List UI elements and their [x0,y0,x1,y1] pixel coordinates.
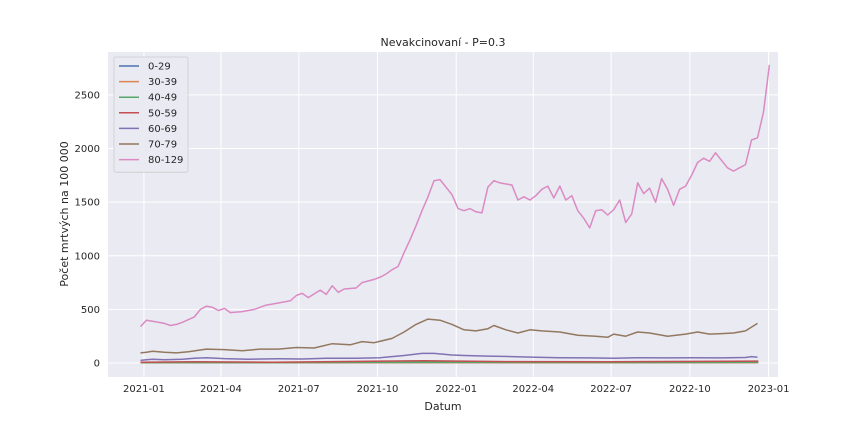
plot-area [108,52,778,377]
x-tick-label: 2021-10 [357,384,399,395]
y-tick-label: 2500 [75,90,100,101]
series-lines [139,64,771,364]
x-tick-label: 2021-07 [278,384,320,395]
series-line-50-59 [140,359,759,363]
legend-label: 50-59 [148,108,177,119]
x-tick-label: 2022-10 [669,384,711,395]
series-line-60-69 [140,352,758,362]
x-tick-label: 2022-07 [590,384,632,395]
x-tick-label: 2021-04 [200,384,242,395]
legend-label: 60-69 [148,124,177,135]
legend: 0-29 30-39 40-49 50-59 60-69 70-79 80-129 [113,56,189,173]
legend-label: 30-39 [148,77,177,88]
legend-label: 70-79 [148,140,177,151]
legend-label: 80-129 [148,155,183,166]
legend-label: 0-29 [148,62,171,73]
y-tick-label: 0 [94,359,100,370]
x-tick-label: 2023-01 [748,384,790,395]
y-axis-title: Počet mrtvých na 100 000 [58,141,71,286]
x-tick-label: 2021-01 [123,384,165,395]
series-line-80-129 [139,64,771,328]
x-axis-title: Datum [424,400,461,413]
x-tick-label: 2022-01 [435,384,477,395]
legend-label: 40-49 [148,93,177,104]
chart-title: Nevakcinovaní - P=0.3 [380,36,505,49]
series-line-70-79 [140,318,758,354]
y-tick-label: 1500 [75,198,100,209]
tick-labels: 0 500 1000 1500 2000 2500 2021-01 2021-04 2021-0… [75,90,790,395]
y-tick-label: 500 [81,305,100,316]
grid-lines [108,52,778,377]
y-tick-label: 2000 [75,144,100,155]
y-tick-label: 1000 [75,251,100,262]
x-tick-label: 2022-04 [512,384,554,395]
